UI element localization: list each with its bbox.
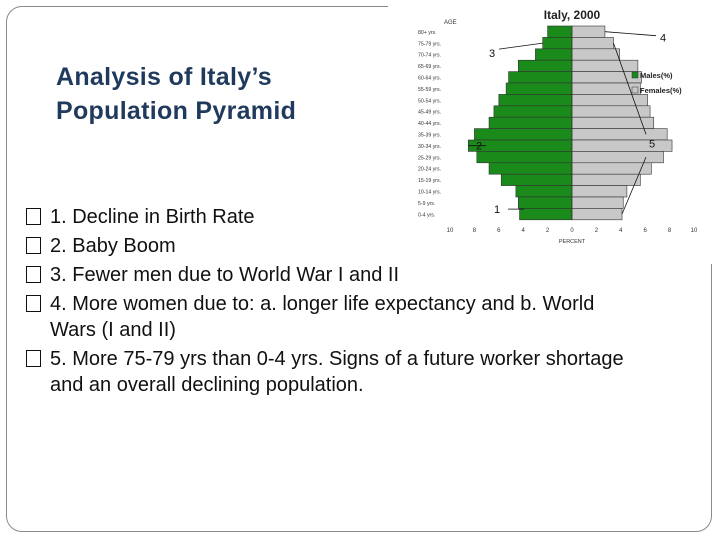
age-tick-label: 60-64 yrs. bbox=[418, 76, 441, 82]
bullet-text: 1. Decline in Birth Rate bbox=[50, 206, 255, 228]
x-tick-label: 10 bbox=[691, 228, 698, 234]
bullet-box-icon bbox=[26, 266, 41, 283]
male-bar bbox=[474, 128, 573, 141]
population-pyramid-chart: Italy, 2000 AGE 80+ yrs. 75-79 yrs. 70-74 yr… bbox=[404, 6, 718, 264]
female-bar bbox=[571, 48, 620, 61]
male-bar bbox=[508, 71, 573, 84]
male-bar bbox=[535, 48, 573, 61]
legend-male-swatch bbox=[631, 71, 639, 79]
x-tick-label: 8 bbox=[473, 228, 477, 234]
female-bar bbox=[571, 25, 606, 38]
x-tick-label: 0 bbox=[570, 228, 574, 234]
x-tick-label: 4 bbox=[522, 228, 526, 234]
x-tick-label: 10 bbox=[447, 228, 454, 234]
bullet-box-icon bbox=[26, 208, 41, 225]
bullet-item: 5. More 75-79 yrs than 0-4 yrs. Signs of… bbox=[26, 346, 626, 398]
y-axis-label: AGE bbox=[444, 20, 457, 26]
age-tick-label: 25-29 yrs. bbox=[418, 155, 441, 161]
age-tick-label: 40-44 yrs. bbox=[418, 121, 441, 127]
age-tick-label: 30-34 yrs. bbox=[418, 144, 441, 150]
legend-female-swatch bbox=[631, 86, 639, 94]
x-tick-label: 8 bbox=[668, 228, 672, 234]
x-tick-label: 2 bbox=[595, 228, 599, 234]
female-bar bbox=[571, 196, 624, 209]
age-tick-label: 15-19 yrs. bbox=[418, 178, 441, 184]
title-line-1: Analysis of Italy’s bbox=[56, 63, 272, 91]
bullet-item: 1. Decline in Birth Rate bbox=[26, 204, 626, 230]
annotation-label: 4 bbox=[660, 33, 666, 45]
male-bar bbox=[498, 94, 573, 107]
age-tick-label: 35-39 yrs. bbox=[418, 133, 441, 139]
male-bar bbox=[542, 37, 573, 50]
male-bar bbox=[476, 151, 573, 164]
legend-male-label: Males(%) bbox=[640, 71, 673, 80]
female-bar bbox=[571, 94, 648, 107]
female-bar bbox=[571, 37, 614, 50]
annotation-arrow bbox=[604, 31, 657, 37]
bullet-box-icon bbox=[26, 350, 41, 367]
female-bar bbox=[571, 59, 639, 72]
bullet-box-icon bbox=[26, 295, 41, 312]
annotation-arrow bbox=[498, 42, 543, 50]
bullet-box-icon bbox=[26, 237, 41, 254]
pyramid-svg: Italy, 2000 AGE 80+ yrs. 75-79 yrs. 70-74 yr… bbox=[418, 8, 698, 245]
annotation-arrow bbox=[613, 42, 647, 135]
age-tick-label: 20-24 yrs. bbox=[418, 167, 441, 173]
age-tick-label: 65-69 yrs. bbox=[418, 64, 441, 70]
female-bar bbox=[571, 139, 673, 152]
female-bar bbox=[571, 208, 623, 221]
x-tick-label: 2 bbox=[546, 228, 550, 234]
female-bar bbox=[571, 116, 655, 129]
age-tick-label: 5-9 yrs. bbox=[418, 201, 435, 207]
slide-title: Analysis of Italy’s Population Pyramid bbox=[56, 60, 296, 128]
age-tick-label: 55-59 yrs. bbox=[418, 87, 441, 93]
bullet-text: 4. More women due to: a. longer life exp… bbox=[50, 293, 595, 341]
annotation-label: 2 bbox=[476, 141, 482, 153]
male-bar bbox=[493, 105, 573, 118]
annotation-label: 5 bbox=[649, 139, 655, 151]
bullet-text: 2. Baby Boom bbox=[50, 235, 176, 257]
male-bar bbox=[518, 196, 573, 209]
female-bar bbox=[571, 173, 641, 186]
bullet-item: 3. Fewer men due to World War I and II bbox=[26, 262, 626, 288]
male-bar bbox=[547, 25, 573, 38]
bullet-item: 2. Baby Boom bbox=[26, 233, 626, 259]
age-tick-label: 45-49 yrs. bbox=[418, 110, 441, 116]
annotation-arrow bbox=[621, 156, 647, 215]
chart-title: Italy, 2000 bbox=[544, 8, 601, 22]
bullet-text: 5. More 75-79 yrs than 0-4 yrs. Signs of… bbox=[50, 348, 624, 396]
age-tick-label: 75-79 yrs. bbox=[418, 41, 441, 47]
male-bar bbox=[488, 116, 573, 129]
bullet-text: 3. Fewer men due to World War I and II bbox=[50, 264, 400, 286]
age-tick-label: 0-4 yrs. bbox=[418, 212, 435, 218]
bullet-item: 4. More women due to: a. longer life exp… bbox=[26, 291, 626, 343]
male-bar bbox=[519, 208, 573, 221]
annotation-label: 1 bbox=[494, 204, 500, 216]
annotation-label: 3 bbox=[489, 48, 495, 60]
x-tick-label: 6 bbox=[644, 228, 648, 234]
female-bar bbox=[571, 71, 642, 84]
male-bar bbox=[488, 162, 573, 175]
x-axis-label: PERCENT bbox=[559, 239, 586, 245]
male-bar bbox=[518, 59, 573, 72]
x-tick-label: 6 bbox=[497, 228, 501, 234]
slide-frame bbox=[6, 6, 712, 532]
male-bar bbox=[515, 185, 573, 198]
age-tick-label: 50-54 yrs. bbox=[418, 98, 441, 104]
male-bar bbox=[500, 173, 573, 186]
female-bar bbox=[571, 151, 664, 164]
female-bar bbox=[571, 105, 651, 118]
title-line-2: Population Pyramid bbox=[56, 97, 297, 125]
male-bar bbox=[505, 82, 573, 95]
legend-female-label: Females(%) bbox=[640, 86, 682, 95]
female-bar bbox=[571, 185, 628, 198]
age-tick-label: 70-74 yrs. bbox=[418, 53, 441, 59]
x-tick-label: 4 bbox=[619, 228, 623, 234]
age-tick-label: 80+ yrs. bbox=[418, 30, 437, 36]
bullet-list: 1. Decline in Birth Rate 2. Baby Boom 3.… bbox=[26, 204, 626, 401]
age-tick-label: 10-14 yrs. bbox=[418, 190, 441, 196]
